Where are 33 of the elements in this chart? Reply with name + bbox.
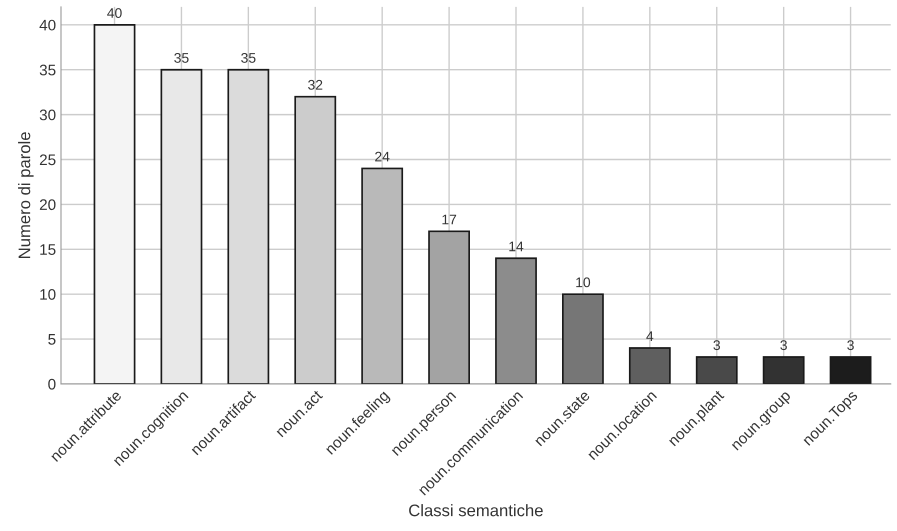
bar <box>94 24 136 384</box>
data-label: 10 <box>576 277 590 288</box>
y-tick-label: 0 <box>48 378 56 390</box>
data-label: 3 <box>713 340 720 350</box>
y-tick-label: 30 <box>40 109 56 120</box>
data-label: 3 <box>780 340 787 350</box>
data-label: 14 <box>509 242 524 252</box>
data-label: 17 <box>442 214 456 224</box>
data-label: 4 <box>646 331 654 341</box>
bar <box>495 257 537 384</box>
bar <box>562 293 604 384</box>
y-tick-label: 5 <box>48 334 56 345</box>
y-tick-label: 10 <box>40 289 56 300</box>
data-label: 32 <box>308 80 322 90</box>
bar <box>628 347 671 384</box>
bar <box>361 168 404 384</box>
data-label: 3 <box>847 340 854 350</box>
data-label: 35 <box>174 52 189 63</box>
y-tick-label: 25 <box>40 154 56 166</box>
y-axis-title: Numero di parole <box>18 132 34 258</box>
y-tick-label: 15 <box>40 244 56 255</box>
bar <box>830 356 872 384</box>
bar <box>762 356 805 384</box>
data-label: 35 <box>241 52 256 63</box>
bar <box>160 68 202 384</box>
data-label: 40 <box>107 8 122 18</box>
data-label: 24 <box>375 152 390 162</box>
x-axis-title: Classi semantiche <box>409 504 543 516</box>
bar <box>227 68 270 384</box>
y-tick-label: 20 <box>40 199 56 210</box>
y-tick-label: 40 <box>39 20 56 31</box>
y-tick-label: 35 <box>40 64 56 76</box>
bar <box>696 356 738 384</box>
